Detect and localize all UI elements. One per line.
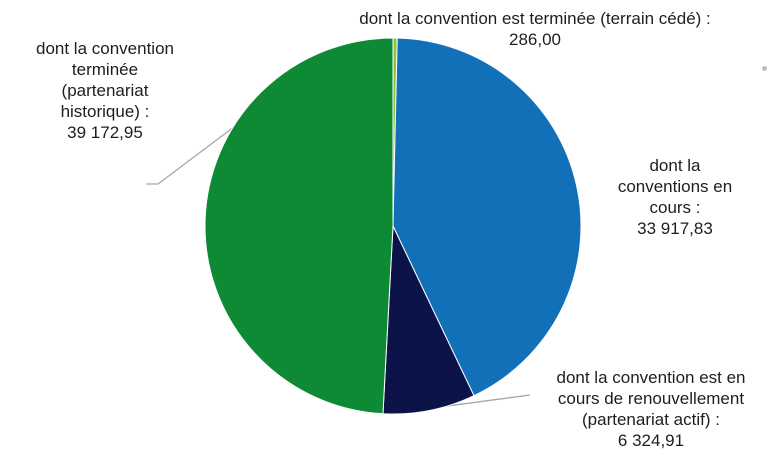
slice-renouvellement [382, 225, 475, 415]
slice-label-line: conventions en [617, 177, 733, 196]
slice-label-value: 33 917,83 [637, 219, 713, 238]
slice-label-en-cours: dont la conventions en cours : 33 917,83 [590, 155, 760, 239]
slice-historique [204, 37, 394, 415]
slice-label-value: 6 324,91 [617, 431, 685, 450]
slice-label-line: cours : [649, 198, 701, 217]
slice-label-line: cours de renouvellement [557, 389, 745, 408]
slice-label-line: historique) : [60, 102, 150, 121]
slice-label-terrain-cede: dont la convention est terminée (terrain… [305, 8, 765, 50]
slice-label-line: dont la [649, 156, 701, 175]
slice-en-cours [392, 37, 582, 397]
slice-label-line: dont la convention [36, 39, 174, 58]
slice-label-line: dont la convention est en [556, 368, 746, 387]
slice-label-historique: dont la convention terminée (partenariat… [5, 38, 205, 143]
slice-label-line: dont la convention est terminée (terrain… [359, 9, 711, 28]
decorative-dot [762, 66, 767, 71]
slice-label-line: (partenariat actif) : [582, 410, 720, 429]
slice-label-renouvellement: dont la convention est en cours de renou… [520, 367, 772, 451]
slice-label-line: terminée [71, 60, 139, 79]
leader-line-historique [146, 124, 238, 185]
slice-label-value: 286,00 [509, 30, 561, 49]
slice-label-line: (partenariat [61, 81, 149, 100]
slice-label-value: 39 172,95 [67, 123, 143, 142]
